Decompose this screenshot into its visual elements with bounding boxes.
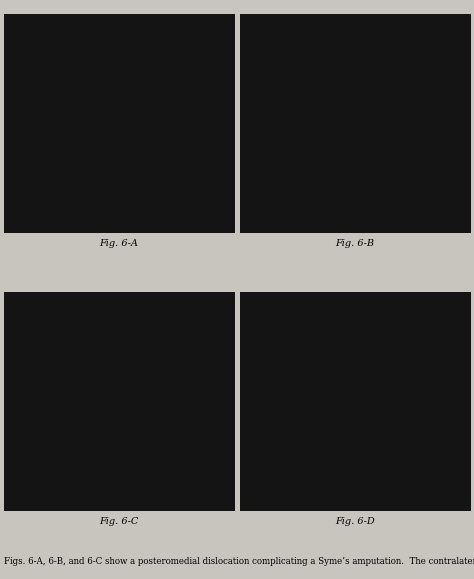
Text: Figs. 6-A, 6-B, and 6-C show a posteromedial dislocation complicating a Syme’s a: Figs. 6-A, 6-B, and 6-C show a posterome… <box>4 557 474 566</box>
Text: Fig. 6-A: Fig. 6-A <box>100 239 138 248</box>
Text: Fig. 6-D: Fig. 6-D <box>335 517 375 526</box>
Text: Fig. 6-B: Fig. 6-B <box>336 239 374 248</box>
Text: Fig. 6-C: Fig. 6-C <box>99 517 139 526</box>
